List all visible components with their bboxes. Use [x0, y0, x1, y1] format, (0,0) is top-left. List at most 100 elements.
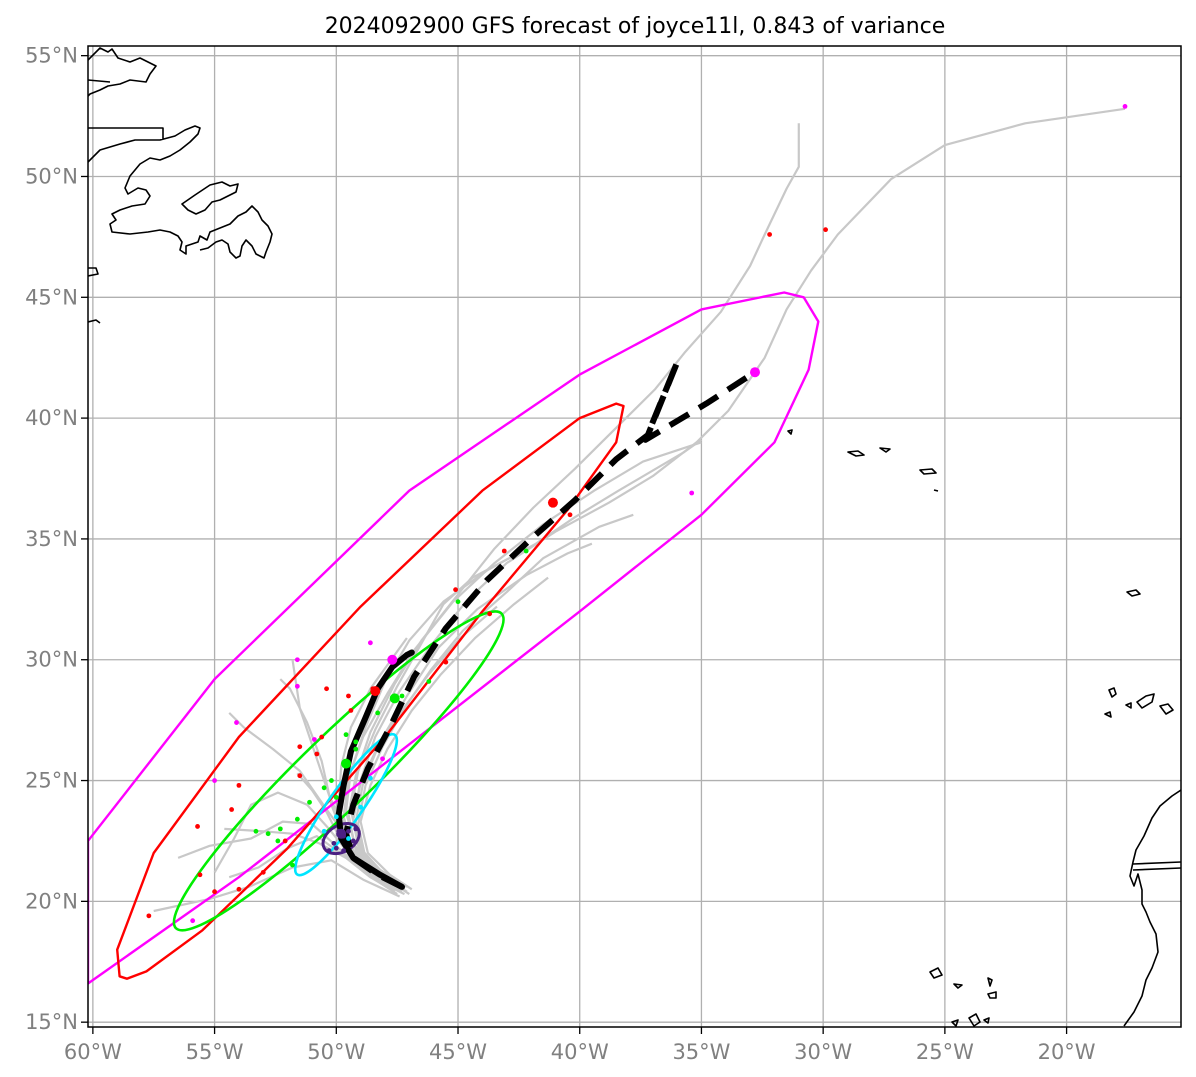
- plot-frame: [87, 45, 1182, 1028]
- forecast-point-green: [265, 831, 271, 837]
- forecast-point-red: [297, 773, 303, 779]
- tick-label-lon: 60°W: [64, 1040, 122, 1064]
- forecast-point-magenta: [380, 756, 385, 762]
- member-track: [352, 107, 1126, 891]
- forecast-point-cyan: [333, 814, 339, 820]
- forecast-point-red: [195, 824, 200, 829]
- forecast-point-red: [348, 708, 354, 713]
- tick-label-lat: 35°N: [25, 527, 78, 551]
- forecast-point-red: [443, 659, 449, 665]
- forecast-point-cyan: [358, 804, 364, 810]
- forecast-point-cyan: [321, 828, 327, 834]
- forecast-point-green: [343, 732, 349, 738]
- tick-label-lat: 50°N: [25, 164, 78, 188]
- forecast-point-red: [319, 734, 325, 740]
- forecast-point-red: [236, 886, 242, 892]
- forecast-point-red: [487, 611, 493, 617]
- forecast-point-magenta: [311, 737, 317, 742]
- forecast-point-magenta: [212, 778, 217, 783]
- tick-label-lon: 40°W: [551, 1040, 609, 1064]
- mean-marker: [336, 828, 347, 839]
- mean-marker: [389, 693, 400, 704]
- forecast-point-red: [260, 869, 266, 875]
- tick-label-lon: 45°W: [429, 1040, 487, 1064]
- forecast-point-green: [253, 828, 259, 834]
- tick-label-lat: 30°N: [25, 648, 78, 672]
- mean-marker: [341, 758, 352, 769]
- forecast-point-green: [277, 826, 283, 832]
- forecast-point-green: [375, 710, 381, 716]
- forecast-point-green: [290, 862, 295, 868]
- coastline-labrador: [88, 47, 273, 324]
- tick-label-lat: 20°N: [25, 889, 78, 913]
- forecast-point-purple: [346, 828, 351, 834]
- forecast-point-green: [333, 795, 339, 800]
- tick-label-lat: 55°N: [25, 44, 78, 68]
- tick-label-lon: 30°W: [794, 1040, 852, 1064]
- forecast-point-red: [324, 686, 329, 692]
- mean-position-markers: [336, 367, 760, 839]
- forecast-point-red: [146, 913, 152, 919]
- member-track: [347, 123, 800, 888]
- forecast-point-red: [297, 744, 303, 750]
- forecast-point-magenta: [294, 683, 300, 689]
- ensemble-member-tracks: [153, 107, 1126, 913]
- tick-label-lon: 35°W: [672, 1040, 730, 1064]
- mean-marker: [749, 367, 760, 378]
- forecast-point-red: [236, 782, 242, 788]
- ellipse-magenta: [88, 291, 820, 985]
- ellipse-red: [115, 402, 625, 980]
- forecast-point-red: [453, 587, 458, 593]
- forecast-point-magenta: [234, 720, 239, 725]
- forecast-point-purple: [350, 838, 356, 844]
- forecast-point-green: [523, 548, 529, 554]
- coastline-madeira: [1126, 589, 1141, 597]
- forecast-point-purple: [326, 848, 332, 854]
- forecast-point-green: [275, 838, 281, 844]
- forecast-point-magenta: [689, 490, 695, 496]
- mean-marker: [547, 497, 558, 508]
- forecast-point-green: [455, 599, 461, 605]
- forecast-point-purple: [341, 848, 347, 854]
- forecast-point-red: [229, 807, 235, 812]
- forecast-point-green: [353, 739, 359, 745]
- forecast-point-green: [329, 778, 334, 783]
- coastline-canaries: [1104, 687, 1174, 718]
- forecast-point-red: [314, 751, 320, 757]
- forecast-point-green: [321, 785, 327, 791]
- forecast-point-red: [346, 693, 351, 699]
- mean-marker: [387, 654, 398, 665]
- forecast-point-red: [567, 512, 573, 518]
- forecast-point-red: [501, 548, 507, 554]
- forecast-point-magenta: [1122, 104, 1128, 109]
- coastline-azores: [787, 429, 939, 492]
- forecast-point-magenta: [367, 640, 373, 646]
- coastline-africa: [1123, 789, 1181, 1027]
- forecast-point-green: [426, 679, 432, 684]
- tick-label-lon: 55°W: [186, 1040, 244, 1064]
- forecast-point-purple: [353, 826, 359, 832]
- forecast-point-purple: [331, 840, 337, 846]
- forecast-point-green: [353, 746, 359, 752]
- member-track: [224, 827, 396, 893]
- tick-label-lon: 20°W: [1038, 1040, 1096, 1064]
- forecast-point-magenta: [190, 918, 196, 924]
- tick-label-lat: 45°N: [25, 285, 78, 309]
- tick-label-lat: 40°N: [25, 406, 78, 430]
- tick-label-lat: 25°N: [25, 769, 78, 793]
- forecast-point-magenta: [294, 657, 300, 663]
- forecast-point-red: [282, 838, 288, 844]
- tick-label-lon: 25°W: [916, 1040, 974, 1064]
- forecast-point-purple: [333, 845, 339, 851]
- forecast-point-green: [307, 799, 312, 805]
- ellipse-green: [172, 610, 505, 932]
- chart-title: 2024092900 GFS forecast of joyce11l, 0.8…: [325, 14, 946, 39]
- forecast-point-red: [823, 227, 828, 233]
- uncertainty-ellipses: [88, 291, 820, 985]
- forecast-point-red: [767, 232, 773, 237]
- forecast-point-green: [399, 693, 405, 699]
- axis-ticks: 60°W 55°W 50°W 45°W 40°W 35°W 30°W 25°W 20°W 15°N…: [25, 44, 1096, 1064]
- coastline-cape-verde: [929, 967, 997, 1027]
- forecast-point-cyan: [346, 836, 351, 841]
- tick-label-lat: 15°N: [25, 1010, 78, 1034]
